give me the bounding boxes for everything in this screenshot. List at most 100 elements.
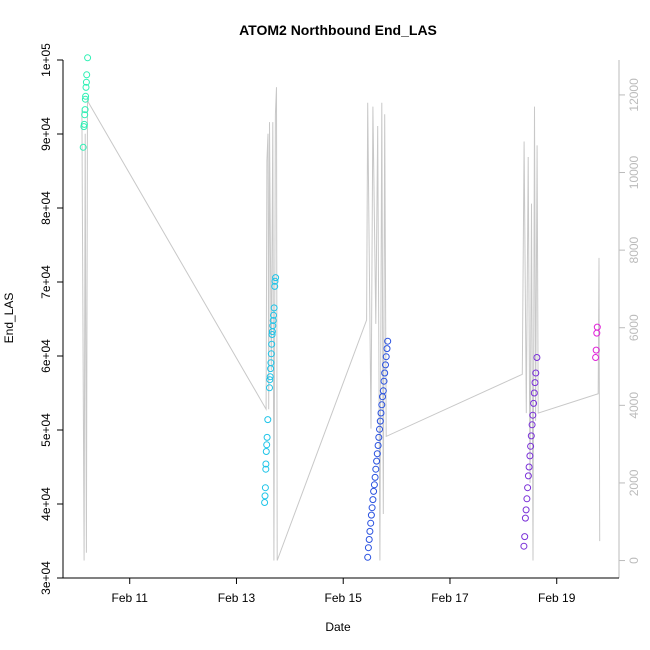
data-point-series-2 bbox=[261, 499, 269, 506]
secondary-series-line bbox=[81, 87, 601, 561]
data-point-series-4 bbox=[530, 399, 538, 407]
y2-tick-label: 12000 bbox=[627, 78, 641, 112]
x-tick-label: Feb 15 bbox=[325, 591, 363, 605]
y-tick-label: 5e+04 bbox=[39, 413, 53, 447]
data-point-series-2 bbox=[272, 274, 280, 282]
data-point-series-2 bbox=[261, 484, 269, 492]
data-point-series-3 bbox=[366, 527, 374, 535]
data-point-series-2 bbox=[266, 384, 273, 392]
data-point-series-3 bbox=[374, 442, 382, 449]
data-point-series-2 bbox=[271, 277, 279, 285]
data-point-series-3 bbox=[368, 504, 376, 512]
data-point-series-3 bbox=[380, 377, 388, 385]
data-point-series-3 bbox=[365, 536, 373, 543]
y2-tick-label: 2000 bbox=[627, 469, 641, 496]
data-point-series-1 bbox=[81, 95, 89, 103]
y-axis-label: End_LAS bbox=[2, 293, 16, 344]
data-point-series-3 bbox=[383, 345, 391, 353]
data-point-series-3 bbox=[373, 457, 381, 465]
data-point-series-4 bbox=[525, 463, 533, 471]
chart-title: ATOM2 Northbound End_LAS bbox=[239, 22, 437, 38]
data-point-series-4 bbox=[524, 484, 532, 492]
y2-tick-label: 10000 bbox=[627, 156, 641, 190]
data-point-series-2 bbox=[270, 311, 277, 319]
data-point-series-3 bbox=[381, 369, 389, 377]
x-tick-label: Feb 19 bbox=[538, 591, 576, 605]
data-point-series-1 bbox=[82, 78, 90, 86]
x-tick-label: Feb 17 bbox=[431, 591, 469, 605]
data-point-series-2 bbox=[261, 492, 269, 500]
data-point-series-5 bbox=[592, 354, 600, 361]
data-point-series-2 bbox=[267, 350, 275, 358]
data-point-series-1 bbox=[82, 83, 90, 91]
data-point-series-4 bbox=[521, 533, 529, 541]
data-point-series-4 bbox=[527, 432, 535, 440]
data-point-series-3 bbox=[378, 401, 386, 409]
data-point-series-2 bbox=[262, 465, 270, 473]
y-tick-label: 1e+05 bbox=[39, 43, 53, 77]
x-tick-label: Feb 13 bbox=[218, 591, 256, 605]
secondary-series bbox=[81, 87, 601, 561]
y2-tick-label: 8000 bbox=[627, 236, 641, 263]
data-point-series-3 bbox=[376, 417, 384, 425]
data-point-series-3 bbox=[367, 519, 375, 527]
data-point-series-1 bbox=[82, 92, 90, 100]
data-point-series-2 bbox=[269, 322, 277, 330]
data-point-series-3 bbox=[369, 496, 377, 504]
data-point-series-3 bbox=[371, 473, 379, 481]
data-point-series-1 bbox=[80, 120, 88, 128]
data-point-series-1 bbox=[81, 106, 89, 114]
data-point-series-4 bbox=[523, 495, 531, 503]
y-tick-label: 4e+04 bbox=[39, 487, 53, 521]
data-point-series-2 bbox=[264, 416, 272, 424]
data-point-series-4 bbox=[521, 514, 529, 522]
data-point-series-3 bbox=[375, 433, 383, 441]
data-point-series-4 bbox=[532, 369, 540, 377]
data-point-series-3 bbox=[373, 450, 381, 458]
data-point-series-2 bbox=[269, 317, 277, 324]
data-point-series-1 bbox=[84, 54, 92, 62]
data-point-series-3 bbox=[384, 337, 392, 345]
data-point-series-2 bbox=[262, 460, 270, 468]
data-point-series-3 bbox=[367, 511, 375, 519]
data-point-series-2 bbox=[266, 373, 274, 381]
data-point-series-3 bbox=[379, 387, 387, 395]
y-axis: 3e+04 4e+04 5e+04 6e+04 7e+04 8e+04 9e+04 1e+05 bbox=[39, 43, 64, 595]
data-point-series-2 bbox=[262, 448, 270, 455]
y2-tick-label: 6000 bbox=[627, 314, 641, 341]
data-point-series-3 bbox=[372, 465, 380, 473]
data-point-series-3 bbox=[382, 361, 389, 369]
y-tick-label: 3e+04 bbox=[39, 561, 53, 595]
data-point-series-4 bbox=[526, 452, 534, 460]
y-tick-label: 7e+04 bbox=[39, 265, 53, 299]
data-point-series-3 bbox=[376, 425, 383, 433]
data-point-series-4 bbox=[533, 354, 541, 361]
data-point-series-2 bbox=[267, 359, 275, 367]
data-point-series-2 bbox=[271, 282, 279, 290]
data-point-series-3 bbox=[364, 553, 372, 561]
data-point-series-2 bbox=[266, 376, 274, 384]
data-point-series-4 bbox=[530, 389, 538, 397]
data-point-series-3 bbox=[364, 544, 372, 552]
y2-tick-label: 4000 bbox=[627, 392, 641, 419]
y-tick-label: 8e+04 bbox=[39, 191, 53, 225]
x-axis: Feb 11 Feb 13 Feb 15 Feb 17 Feb 19 bbox=[63, 577, 619, 605]
data-point-series-3 bbox=[370, 487, 378, 495]
x-tick-label: Feb 11 bbox=[111, 591, 148, 605]
data-point-series-2 bbox=[263, 441, 271, 449]
data-point-series-1 bbox=[79, 143, 87, 151]
data-point-series-3 bbox=[377, 409, 385, 417]
data-point-series-2 bbox=[263, 433, 271, 441]
y2-tick-label: 0 bbox=[627, 557, 641, 564]
data-point-series-4 bbox=[528, 421, 536, 429]
data-point-series-4 bbox=[520, 542, 528, 550]
data-point-series-5 bbox=[592, 346, 600, 354]
x-axis-label: Date bbox=[325, 620, 351, 634]
data-point-series-4 bbox=[524, 472, 532, 480]
data-point-series-1 bbox=[81, 111, 89, 119]
y-tick-label: 9e+04 bbox=[39, 117, 53, 151]
data-point-series-4 bbox=[527, 442, 535, 450]
data-point-series-2 bbox=[270, 304, 278, 312]
data-point-series-4 bbox=[529, 411, 537, 419]
